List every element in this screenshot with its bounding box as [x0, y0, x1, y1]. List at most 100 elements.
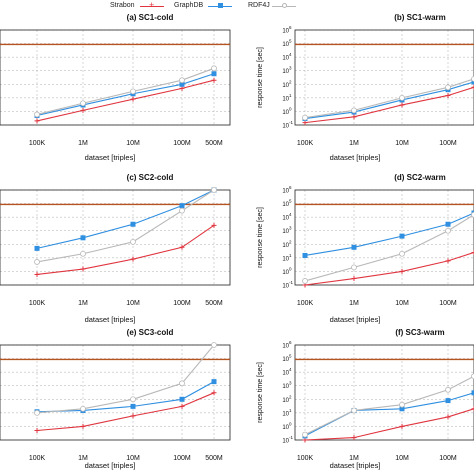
x-tick-label: 100M [439, 300, 457, 307]
y-tick-exponent: -1 [289, 280, 293, 285]
y-tick-label: 10 [282, 398, 289, 404]
x-tick-label: 1M [349, 455, 359, 462]
data-point-rdf4j [130, 396, 136, 403]
plot-frame [0, 29, 231, 126]
series-line-strabon [304, 86, 474, 124]
x-tick-label: 10M [126, 140, 140, 147]
y-axis-label: response time [sec] [257, 207, 264, 268]
panel-title: (a) SC1-cold [127, 13, 174, 22]
legend-label-strabon: Strabon [110, 2, 135, 9]
y-tick-label: 10 [282, 42, 289, 48]
data-point-strabon [179, 403, 185, 409]
data-point-rdf4j [445, 227, 451, 234]
y-tick-exponent: 4 [289, 212, 292, 217]
data-point-rdf4j [471, 373, 474, 380]
y-tick-label: 10 [282, 411, 289, 417]
y-tick-exponent: 4 [289, 52, 292, 57]
data-point-strabon [179, 244, 185, 250]
data-point-graphdb [211, 379, 217, 385]
data-point-strabon [445, 414, 451, 420]
data-point-strabon [211, 222, 217, 228]
data-point-graphdb [399, 406, 405, 412]
data-point-rdf4j [445, 386, 451, 393]
data-point-strabon [211, 77, 217, 83]
x-axis-label: dataset [triples] [330, 153, 381, 162]
x-tick-label: 10M [395, 455, 409, 462]
data-point-rdf4j [130, 88, 136, 95]
data-point-rdf4j [351, 407, 357, 414]
x-tick-label: 100M [439, 455, 457, 462]
data-point-strabon [211, 390, 217, 396]
data-point-graphdb [211, 71, 217, 77]
data-point-rdf4j [351, 264, 357, 271]
series-line-graphdb [36, 73, 215, 117]
y-tick-exponent: 6 [289, 185, 292, 190]
y-tick-label: 10 [282, 229, 289, 235]
x-axis-label: dataset [triples] [85, 153, 136, 162]
x-tick-label: 1M [78, 140, 88, 147]
data-point-rdf4j [399, 250, 405, 257]
y-tick-label: 10 [282, 124, 289, 130]
data-point-rdf4j [34, 111, 40, 118]
y-tick-exponent: 4 [289, 367, 292, 372]
data-point-rdf4j [34, 259, 40, 265]
x-axis-label: dataset [triples] [330, 315, 381, 324]
x-tick-label: 100M [173, 140, 191, 147]
data-point-rdf4j [179, 380, 185, 387]
data-point-strabon [445, 92, 451, 98]
y-tick-label: 10 [282, 202, 289, 208]
x-tick-label: 100M [173, 455, 191, 462]
data-point-rdf4j [211, 342, 217, 348]
data-point-strabon [471, 406, 474, 412]
data-point-strabon [34, 428, 40, 434]
x-axis-label: dataset [triples] [85, 461, 136, 470]
data-point-strabon [80, 266, 86, 272]
data-point-strabon [471, 84, 474, 90]
x-tick-label: 100K [29, 140, 46, 147]
data-point-rdf4j [211, 65, 217, 72]
plot-frame [294, 344, 474, 441]
plot-frame [0, 189, 231, 286]
x-tick-label: 100K [297, 140, 314, 147]
series-line-graphdb [36, 189, 215, 249]
data-point-strabon [80, 107, 86, 113]
data-point-rdf4j [445, 84, 451, 91]
data-point-graphdb [302, 252, 308, 258]
data-point-rdf4j [302, 114, 308, 121]
legend-label-graphdb: GraphDB [174, 2, 204, 9]
data-point-strabon [445, 258, 451, 264]
panel-title: (e) SC3-cold [127, 328, 174, 337]
plot-frame [294, 189, 474, 286]
x-tick-label: 1M [78, 455, 88, 462]
series-line-rdf4j [36, 67, 215, 115]
series-line-strabon [304, 408, 474, 441]
data-point-rdf4j [399, 401, 405, 408]
y-axis-label: response time [sec] [257, 47, 264, 108]
x-tick-label: 500M [205, 455, 223, 462]
data-point-strabon [351, 276, 357, 282]
y-axis-label: response time [sec] [257, 362, 264, 423]
data-point-rdf4j [179, 207, 185, 214]
y-tick-exponent: 0 [289, 266, 292, 271]
data-point-strabon [399, 423, 405, 429]
y-tick-label: 10 [282, 69, 289, 75]
data-point-rdf4j [80, 405, 86, 412]
data-point-strabon [80, 423, 86, 429]
data-point-graphdb [130, 403, 136, 409]
x-tick-label: 1M [349, 300, 359, 307]
y-tick-exponent: 2 [289, 239, 292, 244]
y-tick-exponent: 0 [289, 421, 292, 426]
y-tick-exponent: 2 [289, 394, 292, 399]
y-tick-label: 10 [282, 344, 289, 350]
data-point-rdf4j [80, 100, 86, 107]
data-point-rdf4j [351, 107, 357, 114]
x-tick-label: 1M [78, 300, 88, 307]
data-point-rdf4j [302, 278, 308, 284]
y-tick-label: 10 [282, 56, 289, 62]
data-point-strabon [399, 102, 405, 108]
x-tick-label: 10M [126, 300, 140, 307]
series-line-strabon [36, 224, 215, 275]
data-point-graphdb [445, 398, 451, 404]
y-tick-exponent: 6 [289, 25, 292, 30]
x-tick-label: 100K [297, 455, 314, 462]
